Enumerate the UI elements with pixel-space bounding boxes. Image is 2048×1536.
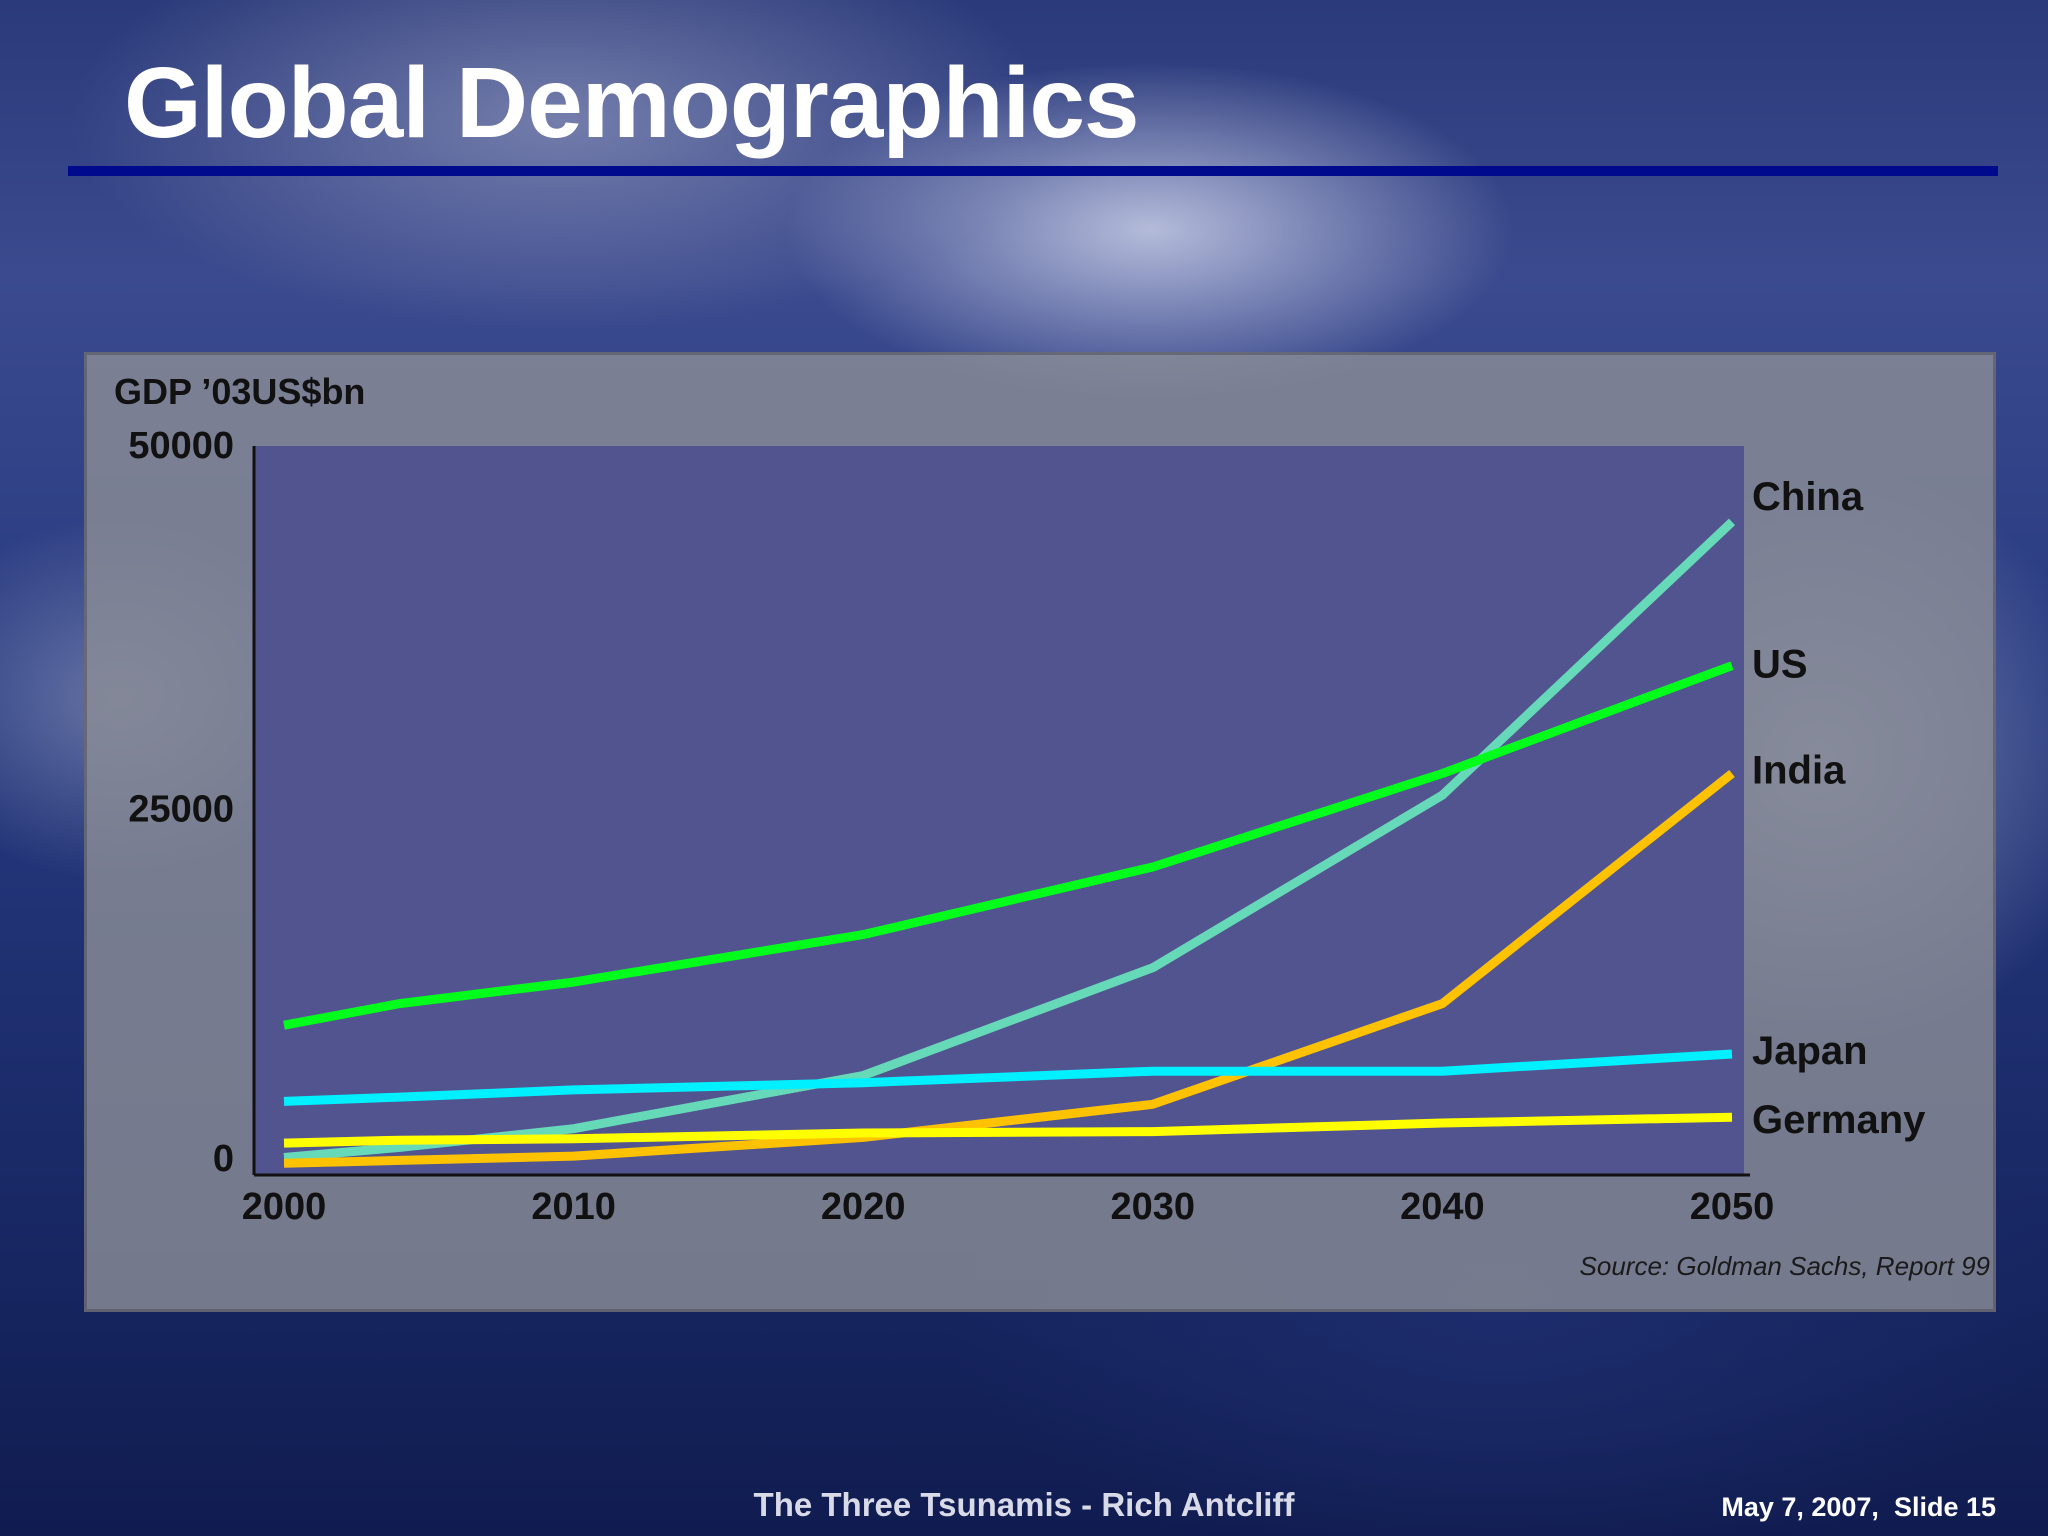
series-label-japan: Japan <box>1752 1029 1868 1073</box>
x-tick-label: 2000 <box>242 1186 327 1228</box>
series-label-china: China <box>1752 475 1864 519</box>
y-tick-label: 50000 <box>128 425 234 467</box>
slide-title: Global Demographics <box>124 47 1140 159</box>
y-axis-label: GDP ’03US$bn <box>114 371 365 412</box>
y-tick-labels: 0 25000 50000 <box>128 425 234 1180</box>
source-note: Source: Goldman Sachs, Report 99 <box>1580 1251 1990 1281</box>
series-line-china <box>283 518 1736 1162</box>
plot-area <box>254 446 1744 1175</box>
footer-presentation-title: The Three Tsunamis - Rich Antcliff <box>753 1486 1295 1523</box>
x-tick-label: 2050 <box>1690 1186 1775 1228</box>
series-line-germany <box>283 1112 1733 1148</box>
series-lines <box>283 518 1736 1168</box>
x-tick-labels: 2000 2010 2020 2030 2040 2050 <box>242 1186 1775 1228</box>
series-label-india: India <box>1752 749 1846 793</box>
line-chart: 2000 2010 2020 2030 2040 2050 0 25000 50000 Chi… <box>114 371 1990 1281</box>
y-tick-label: 25000 <box>128 789 234 831</box>
series-label-germany: Germany <box>1752 1098 1926 1142</box>
series-line-japan <box>283 1049 1733 1106</box>
footer-date-slide: May 7, 2007, Slide 15 <box>1721 1492 1996 1522</box>
series-line-us <box>283 661 1734 1030</box>
series-label-us: US <box>1752 643 1808 687</box>
x-tick-label: 2020 <box>821 1186 906 1228</box>
chart-panel: 2000 2010 2020 2030 2040 2050 0 25000 50000 Chi… <box>84 352 1996 1312</box>
y-tick-label: 0 <box>213 1138 234 1180</box>
series-labels: China US India Japan Germany <box>1752 475 1926 1142</box>
x-tick-label: 2040 <box>1400 1186 1485 1228</box>
x-tick-label: 2030 <box>1111 1186 1196 1228</box>
title-underline <box>68 166 1998 176</box>
x-tick-label: 2010 <box>531 1186 616 1228</box>
